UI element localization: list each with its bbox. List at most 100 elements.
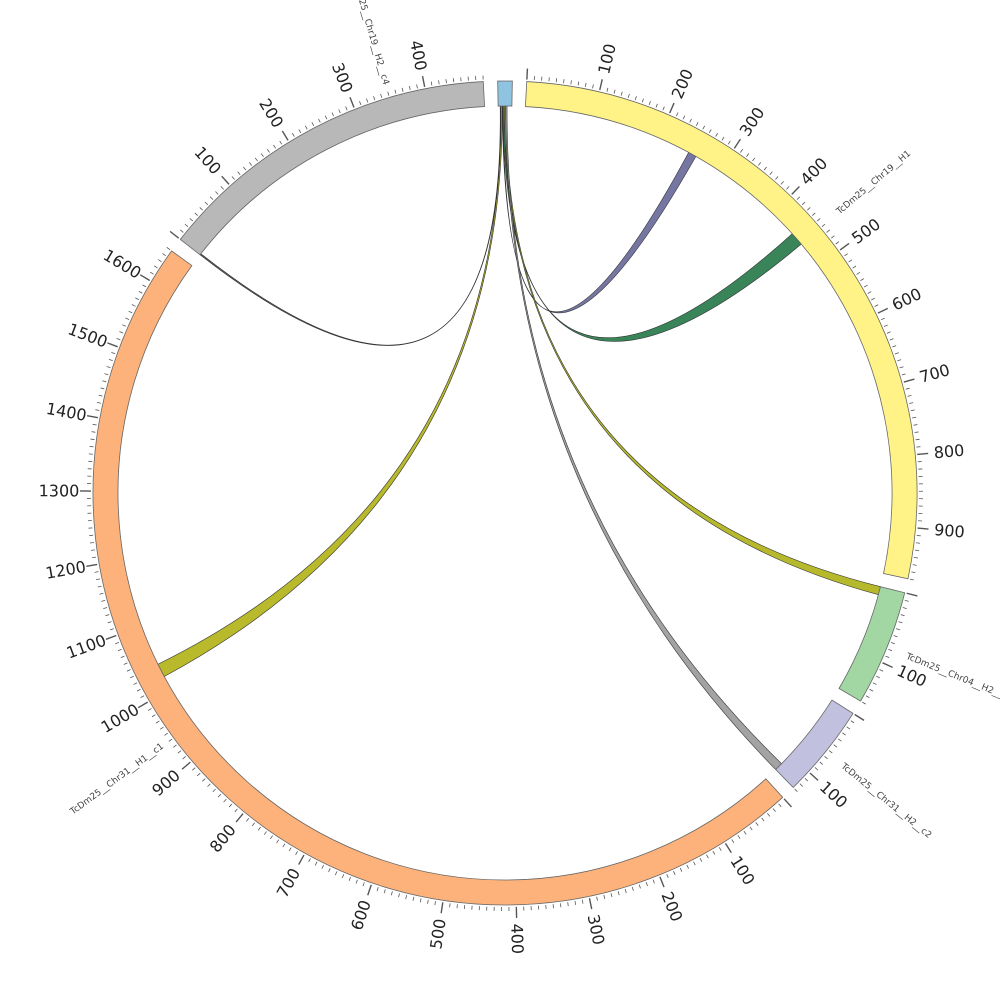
minor-tick-tcdm25-chr04-h2-c8 [872, 682, 877, 685]
minor-tick-tcdm25-chr31-h1-c1 [94, 571, 99, 573]
minor-tick-tcdm25-chr19-h1 [721, 136, 725, 141]
major-tick-tcdm25-chr31-h1-c1 [298, 854, 305, 865]
minor-tick-tcdm25-chr19-h1 [740, 148, 744, 153]
minor-tick-tcdm25-chr31-h1-c1 [405, 895, 408, 900]
minor-tick-tcdm25-chr04-h2-c8 [865, 695, 870, 699]
minor-tick-tcdm25-chr31-h1-c1 [131, 304, 136, 307]
minor-tick-tcdm25-chr19-h1 [682, 115, 686, 120]
major-tick-tcdm25-chr19-h2-c4 [421, 75, 426, 88]
tick-label-tcdm25-chr19-h1: 900 [933, 520, 965, 542]
minor-tick-tcdm25-chr19-h1 [746, 153, 750, 157]
minor-tick-tcdm25-chr19-h2-c4 [408, 86, 411, 91]
minor-tick-tcdm25-chr04-h2-c8 [904, 599, 909, 602]
minor-tick-tcdm25-chr19-h1 [812, 212, 816, 216]
minor-tick-tcdm25-chr31-h1-c1 [92, 423, 97, 426]
minor-tick-tcdm25-chr31-h1-c1 [398, 893, 400, 898]
minor-tick-tcdm25-chr31-h1-c1 [434, 901, 436, 906]
minor-tick-tcdm25-chr19-h1 [807, 207, 811, 211]
tick-label-tcdm25-chr31-h1-c1: 1600 [100, 245, 145, 282]
minor-tick-tcdm25-chr19-h1 [905, 387, 910, 390]
segment-label-tcdm25-chr31-h1-c1: TcDm25__Chr31__H1__c1 [68, 742, 166, 818]
minor-tick-tcdm25-chr31-h1-c1 [159, 726, 164, 730]
major-tick-tcdm25-chr31-h1-c1 [137, 701, 149, 709]
minor-tick-tcdm25-chr19-h2-c4 [292, 132, 295, 137]
minor-tick-tcdm25-chr19-h1 [715, 132, 718, 137]
minor-tick-tcdm25-chr19-h2-c4 [304, 125, 308, 130]
minor-tick-tcdm25-chr31-h1-c1 [631, 886, 634, 891]
minor-tick-tcdm25-chr31-h2-c2 [837, 738, 842, 742]
minor-tick-tcdm25-chr19-h1 [889, 338, 894, 341]
minor-tick-tcdm25-chr31-h1-c1 [119, 331, 124, 334]
minor-tick-tcdm25-chr31-h1-c1 [638, 884, 641, 889]
minor-tick-tcdm25-chr31-h2-c2 [850, 720, 855, 724]
segment-tcdm25-chr31-h1-c1 [92, 250, 784, 906]
minor-tick-tcdm25-chr19-h1 [689, 118, 692, 123]
minor-tick-tcdm25-chr19-h2-c4 [311, 122, 315, 127]
minor-tick-tcdm25-chr04-h2-c8 [902, 607, 907, 609]
tick-label-tcdm25-chr19-h1: 600 [889, 284, 925, 314]
minor-tick-tcdm25-chr19-h2-c4 [179, 229, 184, 233]
minor-tick-tcdm25-chr31-h1-c1 [624, 889, 627, 894]
minor-tick-tcdm25-chr31-h1-c1 [743, 830, 747, 835]
minor-tick-tcdm25-chr31-h1-c1 [133, 682, 138, 685]
minor-tick-tcdm25-chr31-h1-c1 [666, 873, 669, 878]
minor-tick-tcdm25-chr31-h1-c1 [308, 858, 311, 863]
minor-tick-tcdm25-chr19-h1 [914, 549, 920, 552]
minor-tick-tcdm25-chr31-h1-c1 [123, 662, 128, 665]
minor-tick-tcdm25-chr31-h1-c1 [767, 813, 771, 817]
minor-tick-tcdm25-chr31-h2-c2 [833, 744, 838, 748]
minor-tick-tcdm25-chr19-h1 [856, 271, 861, 275]
minor-tick-tcdm25-chr19-h1 [897, 359, 902, 362]
minor-tick-tcdm25-chr19-h1 [634, 96, 637, 101]
major-tick-tcdm25-chr31-h1-c1 [440, 902, 444, 914]
minor-tick-tcdm25-chr31-h1-c1 [288, 847, 292, 852]
minor-tick-tcdm25-chr19-h1 [592, 84, 594, 89]
major-tick-tcdm25-chr31-h2-c2 [809, 772, 819, 781]
minor-tick-tcdm25-chr19-h2-c4 [220, 186, 224, 190]
major-tick-tcdm25-chr31-h1-c1 [367, 884, 372, 896]
minor-tick-tcdm25-chr19-h1 [816, 218, 821, 222]
minor-tick-tcdm25-chr31-h1-c1 [90, 438, 95, 440]
minor-tick-tcdm25-chr19-h2-c4 [298, 129, 302, 134]
segment-label-tcdm25-chr31-h2-c2: TcDm25__Chr31__H2__c2 [838, 761, 933, 841]
minor-tick-tcdm25-chr19-h1 [577, 81, 580, 86]
major-tick-tcdm25-chr19-h1 [791, 185, 800, 195]
minor-tick-tcdm25-chr31-h1-c1 [102, 380, 107, 383]
segment-tcdm25-chr19-h1 [525, 81, 918, 580]
major-tick-tcdm25-chr31-h1-c1 [783, 798, 793, 808]
major-tick-tcdm25-chr04-h2-c8 [906, 592, 918, 597]
minor-tick-tcdm25-chr19-h2-c4 [430, 81, 433, 86]
minor-tick-tcdm25-chr31-h2-c2 [824, 755, 828, 760]
minor-tick-tcdm25-chr31-h1-c1 [135, 297, 140, 301]
minor-tick-tcdm25-chr31-h1-c1 [96, 402, 101, 404]
minor-tick-tcdm25-chr19-h1 [786, 186, 790, 190]
minor-tick-tcdm25-chr31-h1-c1 [246, 817, 250, 822]
minor-tick-tcdm25-chr19-h2-c4 [184, 223, 189, 228]
link-tcdm25-chr19-h2-c4-5 [199, 105, 502, 346]
minor-tick-tcdm25-chr31-h1-c1 [140, 695, 145, 699]
minor-tick-tcdm25-chr19-h1 [848, 259, 853, 263]
tick-label-tcdm25-chr19-h2-c4: 100 [190, 143, 225, 178]
minor-tick-tcdm25-chr31-h2-c2 [819, 761, 824, 765]
minor-tick-tcdm25-chr31-h1-c1 [168, 738, 173, 742]
tick-label-tcdm25-chr19-h2-c4: 300 [328, 60, 357, 95]
minor-tick-tcdm25-chr19-h1 [584, 82, 587, 87]
tick-label-tcdm25-chr19-h2-c4: 400 [406, 39, 431, 73]
minor-tick-tcdm25-chr31-h1-c1 [257, 826, 261, 831]
minor-tick-tcdm25-chr31-h1-c1 [115, 642, 120, 645]
minor-tick-tcdm25-chr31-h1-c1 [105, 614, 110, 617]
minor-tick-tcdm25-chr31-h1-c1 [99, 592, 104, 595]
minor-tick-tcdm25-chr31-h1-c1 [355, 879, 358, 884]
minor-tick-tcdm25-chr19-h2-c4 [338, 109, 341, 114]
minor-tick-tcdm25-chr19-h1 [727, 140, 731, 145]
minor-tick-tcdm25-chr19-h1 [801, 201, 806, 206]
minor-tick-tcdm25-chr19-h2-c4 [318, 118, 321, 123]
major-tick-tcdm25-chr19-h1 [877, 307, 889, 314]
minor-tick-tcdm25-chr31-h1-c1 [126, 669, 131, 672]
minor-tick-tcdm25-chr19-h1 [563, 79, 565, 84]
minor-tick-tcdm25-chr19-h1 [648, 101, 651, 106]
minor-tick-tcdm25-chr19-h2-c4 [273, 144, 276, 149]
major-tick-tcdm25-chr31-h1-c1 [181, 761, 191, 770]
minor-tick-tcdm25-chr31-h1-c1 [217, 793, 222, 798]
